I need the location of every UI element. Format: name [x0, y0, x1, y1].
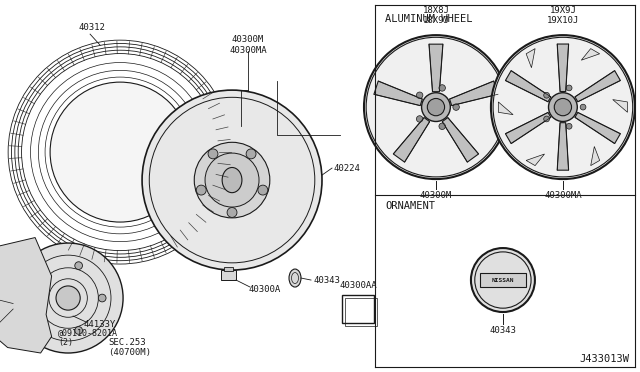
- Circle shape: [417, 116, 423, 122]
- Text: 40300AA: 40300AA: [340, 281, 378, 290]
- Polygon shape: [557, 44, 568, 92]
- Text: 44133Y: 44133Y: [83, 320, 115, 329]
- Text: 18X8J
18X9J: 18X8J 18X9J: [422, 6, 449, 25]
- Text: ORNAMENT: ORNAMENT: [385, 201, 435, 211]
- Circle shape: [205, 153, 259, 207]
- Circle shape: [99, 294, 106, 302]
- Polygon shape: [575, 71, 620, 102]
- Ellipse shape: [222, 167, 242, 193]
- Circle shape: [453, 104, 460, 110]
- Circle shape: [246, 149, 256, 159]
- Text: 40312: 40312: [79, 23, 106, 32]
- Circle shape: [364, 35, 508, 179]
- Circle shape: [428, 99, 445, 116]
- Text: 40343: 40343: [313, 276, 340, 285]
- Polygon shape: [506, 71, 551, 102]
- Text: NISSAN: NISSAN: [492, 278, 514, 283]
- Polygon shape: [0, 238, 52, 353]
- Circle shape: [554, 99, 572, 116]
- Text: 40343: 40343: [490, 326, 516, 335]
- Polygon shape: [581, 49, 600, 60]
- Circle shape: [548, 93, 577, 122]
- Bar: [221, 270, 236, 280]
- Circle shape: [417, 92, 423, 99]
- Polygon shape: [449, 81, 498, 106]
- Circle shape: [471, 248, 535, 312]
- Bar: [480, 273, 526, 287]
- Text: 40300M: 40300M: [420, 191, 452, 200]
- Circle shape: [75, 327, 83, 334]
- Text: 40224: 40224: [334, 164, 361, 173]
- Polygon shape: [506, 112, 551, 144]
- Circle shape: [258, 185, 268, 195]
- Bar: [342, 295, 374, 323]
- Circle shape: [75, 262, 83, 269]
- Polygon shape: [575, 112, 620, 144]
- Text: 40300M
40300MA: 40300M 40300MA: [229, 35, 267, 55]
- Circle shape: [566, 124, 572, 129]
- Circle shape: [544, 116, 550, 122]
- Ellipse shape: [289, 269, 301, 287]
- Circle shape: [439, 123, 445, 129]
- Circle shape: [13, 243, 123, 353]
- Polygon shape: [499, 102, 513, 115]
- Circle shape: [196, 185, 206, 195]
- Polygon shape: [526, 154, 545, 166]
- Circle shape: [50, 82, 190, 222]
- Polygon shape: [612, 100, 627, 112]
- Text: SEC.253
(40700M): SEC.253 (40700M): [108, 338, 151, 357]
- Circle shape: [491, 35, 635, 179]
- Circle shape: [439, 85, 445, 91]
- Polygon shape: [591, 147, 600, 166]
- Circle shape: [544, 92, 550, 98]
- Circle shape: [566, 85, 572, 91]
- Bar: [224, 267, 233, 271]
- Circle shape: [195, 142, 270, 218]
- Text: 40300A: 40300A: [248, 285, 280, 294]
- Polygon shape: [429, 44, 443, 92]
- Bar: [345, 298, 377, 326]
- Polygon shape: [394, 118, 429, 162]
- Circle shape: [580, 104, 586, 110]
- Text: 19X9J
19X10J: 19X9J 19X10J: [547, 6, 579, 25]
- Text: J433013W: J433013W: [580, 354, 630, 364]
- Polygon shape: [442, 118, 479, 162]
- Circle shape: [142, 90, 322, 270]
- Circle shape: [422, 93, 451, 122]
- Circle shape: [227, 208, 237, 217]
- Polygon shape: [374, 81, 422, 106]
- Circle shape: [208, 149, 218, 159]
- Polygon shape: [526, 49, 535, 68]
- Polygon shape: [557, 123, 568, 170]
- Circle shape: [36, 274, 44, 282]
- Text: @09110-8201A
(2): @09110-8201A (2): [58, 328, 118, 347]
- Circle shape: [56, 286, 80, 310]
- Text: 40300MA: 40300MA: [544, 191, 582, 200]
- Circle shape: [36, 314, 44, 322]
- Text: ALUMINUM WHEEL: ALUMINUM WHEEL: [385, 14, 472, 24]
